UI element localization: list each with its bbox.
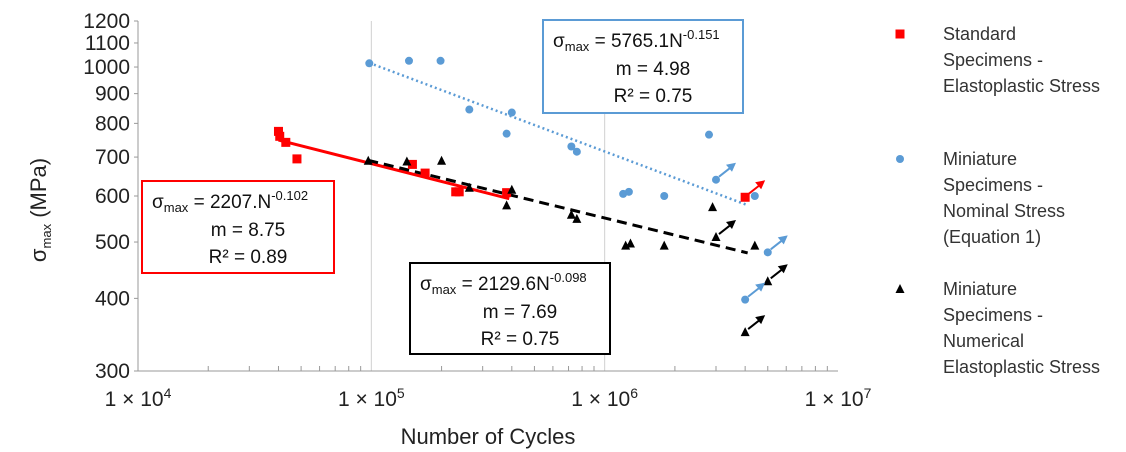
- equation-r2-series-2: R² = 0.75: [614, 86, 693, 107]
- y-tick-label: 1100: [85, 32, 130, 55]
- equation-text-series-1: σmax = 2207.N-0.102: [152, 188, 308, 215]
- runout-point-series-2: [763, 248, 772, 257]
- legend-label-series-1: Elastoplastic Stress: [943, 76, 1100, 96]
- equation-m-series-2: m = 4.98: [616, 59, 690, 80]
- equation-r2-series-3: R² = 0.75: [481, 329, 560, 350]
- point-series-3: [507, 184, 517, 194]
- legend-label-series-3: Elastoplastic Stress: [943, 357, 1100, 377]
- point-series-3: [502, 200, 512, 210]
- point-series-2: [660, 192, 669, 200]
- point-series-3: [708, 202, 718, 212]
- y-axis-title-main: σ: [26, 248, 51, 262]
- y-tick-label: 700: [95, 146, 130, 169]
- trendline-series-3: [367, 158, 749, 255]
- runout-arrowhead-series-3: [777, 264, 788, 274]
- point-series-1: [281, 137, 291, 147]
- y-axis-title-sub: max: [39, 223, 54, 248]
- equation-text-series-3: σmax = 2129.6N-0.098: [420, 270, 587, 297]
- y-tick-label: 300: [95, 360, 130, 383]
- legend-label-series-1: Specimens -: [943, 50, 1043, 70]
- data-points: [273, 56, 773, 337]
- runout-arrowhead-series-2: [755, 282, 766, 292]
- equation-m-series-1: m = 8.75: [211, 220, 285, 241]
- point-series-2: [465, 105, 474, 114]
- point-series-3: [659, 240, 669, 250]
- x-tick-label: 1 × 106: [571, 385, 638, 411]
- equation-m-series-3: m = 7.69: [483, 302, 557, 323]
- runout-point-series-3: [711, 232, 721, 242]
- runout-arrowhead-series-3: [725, 220, 736, 230]
- point-series-1: [292, 154, 302, 164]
- x-tick-label: 1 × 105: [338, 385, 405, 411]
- y-tick-label: 500: [95, 231, 130, 254]
- point-series-2: [705, 130, 714, 139]
- runout-arrowhead-series-2: [725, 162, 736, 172]
- point-series-3: [402, 156, 412, 166]
- runout-point-series-2: [711, 175, 720, 184]
- equation-boxes: σmax = 2207.N-0.102 m = 8.75 R² = 0.89 σmax…: [141, 19, 744, 355]
- runout-arrowhead-series-3: [755, 315, 766, 325]
- trendline-series-2: [368, 61, 749, 207]
- equation-box-series-2: [542, 19, 744, 114]
- legend-label-series-3: Numerical: [943, 331, 1024, 351]
- legend-label-series-2: Nominal Stress: [943, 201, 1065, 221]
- point-series-1: [502, 188, 512, 198]
- point-series-2: [436, 56, 445, 65]
- legend-marker-series-3: [895, 284, 905, 293]
- point-series-1: [454, 187, 464, 197]
- legend-marker-series-2: [896, 155, 904, 163]
- runout-arrowhead-series-2: [777, 235, 788, 245]
- legend-label-series-1: Standard: [943, 24, 1016, 44]
- point-series-3: [572, 213, 582, 223]
- legend-marker-series-1: [895, 29, 905, 39]
- equation-r2-series-1: R² = 0.89: [209, 247, 288, 268]
- runout-point-series-3: [763, 276, 773, 286]
- runout-point-series-2: [741, 295, 750, 304]
- point-series-2: [572, 147, 581, 156]
- runout-point-series-1: [740, 192, 750, 202]
- point-series-1: [420, 168, 430, 178]
- legend-label-series-3: Miniature: [943, 279, 1017, 299]
- point-series-1: [273, 126, 283, 136]
- x-tick-label: 1 × 104: [105, 385, 172, 411]
- point-series-2: [624, 187, 633, 196]
- runout-arrowhead-series-1: [755, 180, 766, 190]
- point-series-3: [566, 209, 576, 219]
- point-series-1: [407, 159, 417, 169]
- point-series-2: [404, 56, 413, 65]
- point-series-2: [750, 192, 759, 200]
- y-axis-title: σmax (MPa): [26, 158, 54, 262]
- runout-arrows: [718, 162, 788, 330]
- legend-label-series-2: (Equation 1): [943, 227, 1041, 247]
- point-series-3: [437, 155, 447, 165]
- legend-label-series-2: Miniature: [943, 149, 1017, 169]
- equation-box-series-3: [409, 262, 611, 355]
- point-series-2: [567, 142, 576, 151]
- point-series-3: [464, 182, 474, 192]
- y-tick-label: 1200: [83, 10, 130, 33]
- equation-text-series-2: σmax = 5765.1N-0.151: [553, 27, 720, 54]
- point-series-1: [275, 131, 285, 141]
- point-series-2: [502, 129, 511, 138]
- x-tick-label: 1 × 107: [805, 385, 872, 411]
- y-tick-label: 1000: [83, 56, 130, 79]
- legend[interactable]: Standard Specimens - Elastoplastic Stress M…: [895, 24, 1101, 377]
- x-axis-title: Number of Cycles: [401, 424, 576, 449]
- y-tick-label: 600: [95, 185, 130, 208]
- y-tick-label: 800: [95, 112, 130, 135]
- equation-box-series-1: [141, 180, 335, 274]
- point-series-2: [507, 108, 516, 117]
- y-tick-label: 900: [95, 83, 130, 106]
- legend-label-series-2: Specimens -: [943, 175, 1043, 195]
- legend-label-series-3: Specimens -: [943, 305, 1043, 325]
- point-series-3: [750, 240, 760, 250]
- y-axis-title-rest: (MPa): [26, 158, 51, 224]
- point-series-2: [365, 59, 374, 68]
- runout-point-series-3: [740, 327, 750, 337]
- point-series-3: [625, 238, 635, 248]
- point-series-3: [363, 155, 373, 165]
- y-tick-label: 400: [95, 287, 130, 310]
